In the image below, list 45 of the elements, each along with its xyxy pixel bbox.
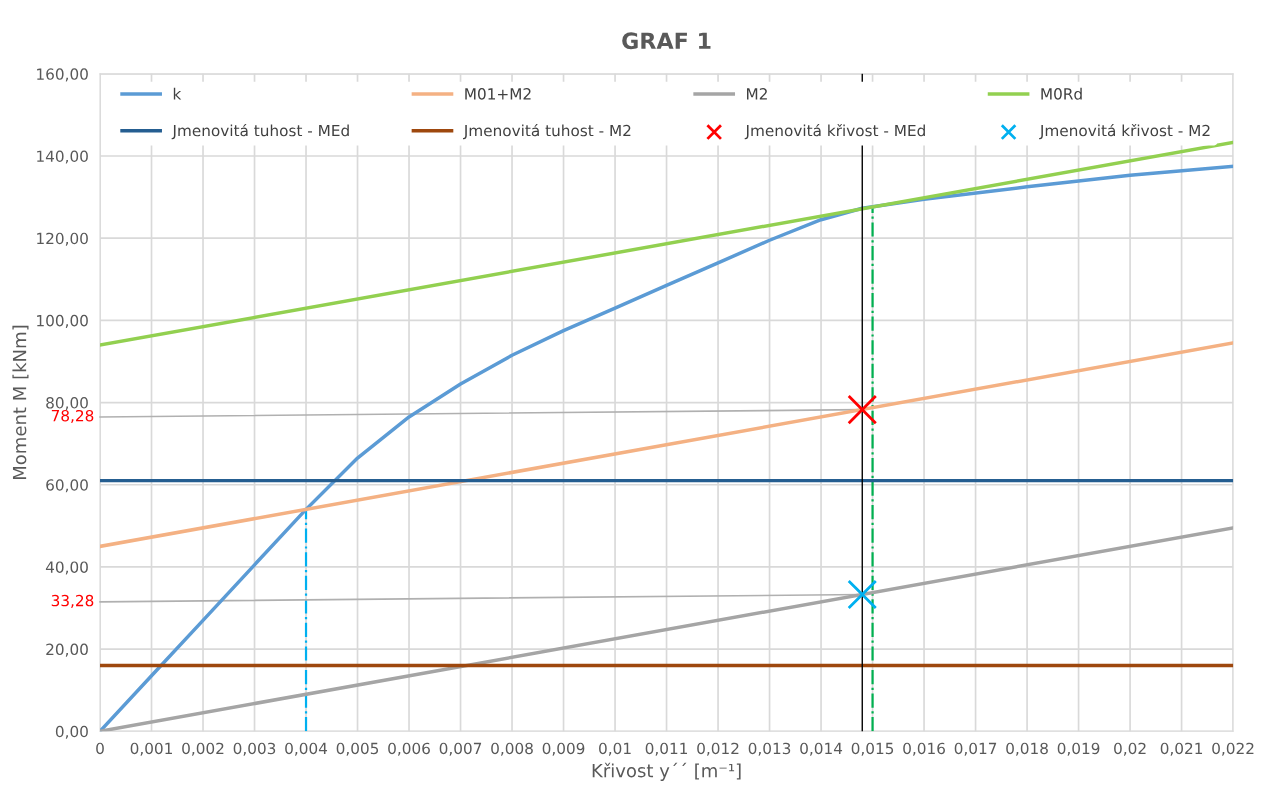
chart-title: GRAF 1	[622, 32, 711, 50]
x-tick-label: 0,014	[800, 742, 843, 756]
x-axis-title: Křivost y´´ [m⁻¹]	[592, 762, 741, 781]
x-tick-label: 0,016	[903, 742, 945, 756]
annotation: 33,28	[51, 594, 94, 608]
x-tick-label: 0,019	[1057, 742, 1100, 756]
x-tick-label: 0,01	[599, 742, 631, 756]
legend-label: Jmenovitá tuhost - M2	[463, 123, 631, 140]
x-tick-label: 0,009	[542, 742, 585, 756]
y-tick-label: 100,00	[37, 314, 88, 328]
x-tick-label: 0,021	[1160, 742, 1203, 756]
x-tick-label: 0,007	[439, 742, 482, 756]
legend-label: M2	[747, 88, 767, 100]
x-tick-label: 0,008	[491, 742, 533, 756]
x-tick-label: 0,004	[285, 742, 328, 756]
x-tick-label: 0,017	[954, 742, 997, 756]
legend-label: Jmenovitá křivost - M2	[1039, 123, 1210, 140]
x-tick-label: 0,013	[748, 742, 791, 756]
y-tick-label: 40,00	[45, 561, 88, 575]
x-tick-label: 0,022	[1212, 742, 1254, 756]
x-tick-label: 0,012	[697, 742, 739, 756]
y-tick-label: 160,00	[37, 68, 88, 82]
y-tick-label: 60,00	[46, 479, 88, 493]
x-tick-label: 0,011	[645, 742, 688, 756]
x-tick-label: 0,006	[388, 742, 430, 756]
x-tick-label: 0	[96, 742, 104, 755]
y-tick-label: 80,00	[46, 397, 88, 411]
x-tick-label: 0,003	[233, 742, 276, 756]
y-tick-label: 120,00	[37, 232, 88, 246]
annotation: 78,28	[51, 409, 94, 424]
legend-label: M01+M2	[465, 88, 531, 100]
y-axis-title: Moment M [kNm]	[12, 325, 29, 480]
legend-label: Jmenovitá tuhost - MEd	[171, 123, 349, 140]
legend-label: k	[173, 87, 182, 100]
y-tick-label: 20,00	[46, 643, 88, 657]
y-tick-label: 0,00	[55, 725, 88, 739]
x-tick-label: 0,02	[1114, 742, 1146, 756]
y-tick-label: 140,00	[37, 150, 88, 164]
x-tick-label: 0,018	[1006, 742, 1048, 756]
legend-label: M0Rd	[1041, 87, 1082, 100]
x-tick-label: 0,002	[182, 742, 224, 756]
x-tick-label: 0,001	[130, 742, 172, 756]
x-tick-label: 0,005	[336, 742, 379, 756]
x-tick-label: 0,015	[851, 742, 894, 756]
legend-label: Jmenovitá křivost - MEd	[744, 123, 925, 140]
